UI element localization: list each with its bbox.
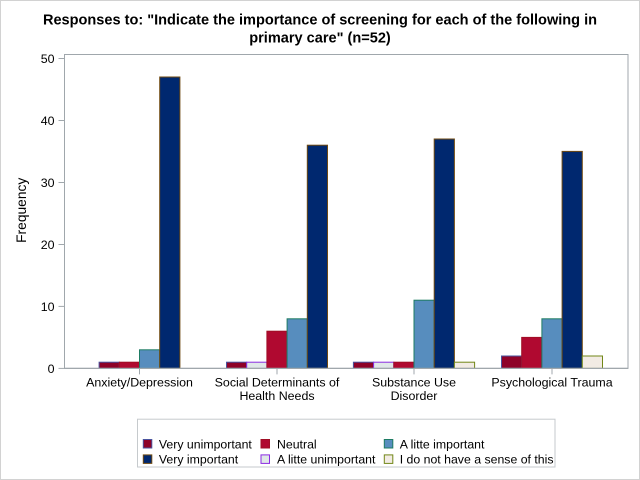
svg-text:Health Needs: Health Needs	[239, 389, 314, 403]
svg-text:Social Determinants of: Social Determinants of	[215, 376, 340, 390]
svg-text:Substance Use: Substance Use	[372, 376, 456, 390]
svg-text:Very unimportant: Very unimportant	[159, 437, 253, 451]
svg-text:20: 20	[41, 238, 55, 252]
svg-text:I do not have a sense of this: I do not have a sense of this	[400, 453, 554, 467]
svg-text:Anxiety/Depression: Anxiety/Depression	[86, 376, 193, 390]
svg-text:Psychological Trauma: Psychological Trauma	[491, 376, 612, 390]
svg-text:Frequency: Frequency	[14, 178, 29, 243]
svg-text:0: 0	[48, 362, 55, 376]
svg-text:Neutral: Neutral	[277, 437, 317, 451]
svg-text:30: 30	[41, 176, 55, 190]
svg-text:Very important: Very important	[159, 453, 239, 467]
svg-text:A litte unimportant: A litte unimportant	[277, 453, 376, 467]
svg-text:A litte important: A litte important	[400, 437, 485, 451]
svg-text:10: 10	[41, 300, 55, 314]
svg-text:40: 40	[41, 114, 55, 128]
svg-text:Responses to: "Indicate the im: Responses to: "Indicate the importance o…	[43, 12, 597, 28]
svg-text:primary care" (n=52): primary care" (n=52)	[249, 31, 391, 47]
svg-text:50: 50	[41, 52, 55, 66]
svg-text:Disorder: Disorder	[391, 389, 438, 403]
